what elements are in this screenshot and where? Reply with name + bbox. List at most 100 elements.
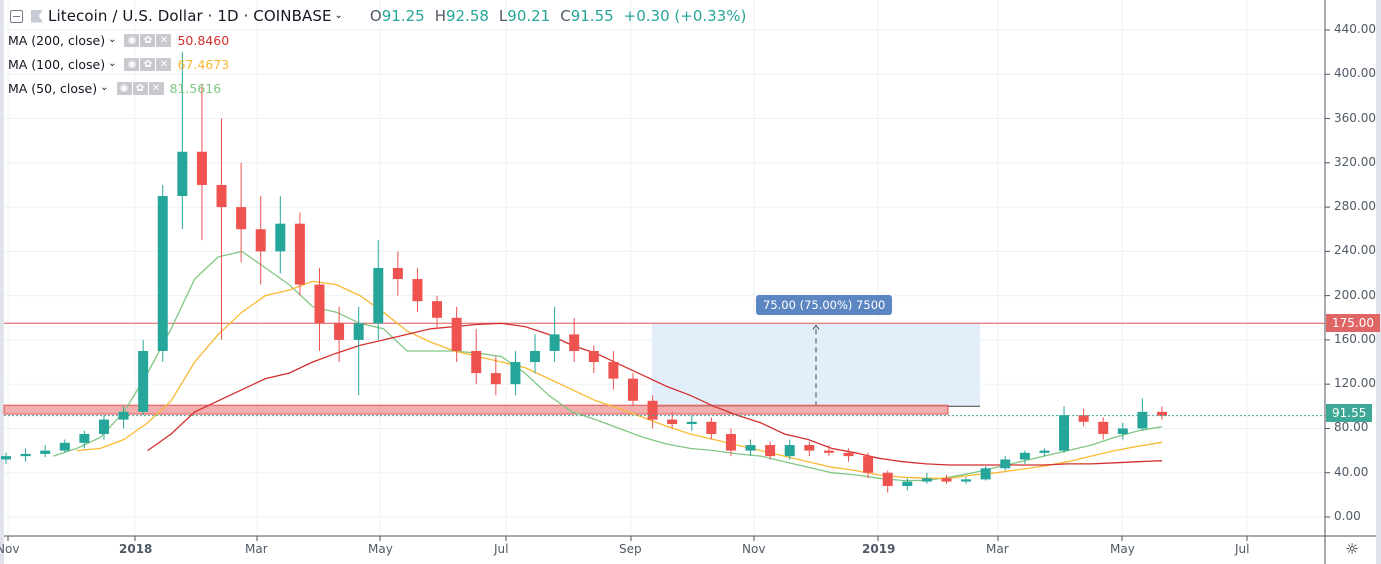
candle-body bbox=[334, 323, 345, 340]
candle-body bbox=[412, 279, 423, 302]
candle-body bbox=[1137, 411, 1148, 429]
price-axis-label: 200.00 bbox=[1334, 287, 1376, 302]
moving-average-line bbox=[76, 280, 1163, 479]
candle-body bbox=[804, 445, 815, 451]
eye-icon[interactable]: ◉ bbox=[116, 81, 132, 95]
candle-body bbox=[569, 334, 580, 351]
candle-body bbox=[686, 421, 697, 425]
price-axis-label: 80.00 bbox=[1334, 420, 1369, 435]
candle-body bbox=[843, 452, 854, 457]
close-key: C bbox=[560, 7, 571, 25]
indicator-label[interactable]: MA (50, close) bbox=[8, 80, 98, 96]
low-key: L bbox=[498, 7, 508, 25]
right-panel-border bbox=[1376, 0, 1381, 564]
candle-body bbox=[627, 378, 638, 401]
chevron-down-icon[interactable]: ⌄ bbox=[100, 81, 109, 93]
time-axis-label: 2018 bbox=[119, 542, 153, 556]
candle-body bbox=[1, 456, 11, 460]
candle-body bbox=[20, 453, 31, 457]
candle-body bbox=[59, 442, 70, 451]
candle-body bbox=[177, 151, 188, 197]
indicator-ma50: MA (50, close) ⌄ ◉ ✿ ✕ 81.5616 bbox=[8, 76, 746, 100]
close-icon[interactable]: ✕ bbox=[156, 57, 172, 71]
support-zone bbox=[3, 404, 949, 415]
indicator-value: 67.4673 bbox=[177, 56, 230, 72]
indicator-label[interactable]: MA (200, close) bbox=[8, 32, 106, 48]
last-price-tag: 91.55 bbox=[1326, 404, 1373, 422]
price-axis-label: 320.00 bbox=[1334, 154, 1376, 169]
indicator-label[interactable]: MA (100, close) bbox=[8, 56, 106, 72]
candle-body bbox=[196, 151, 207, 185]
time-axis-label: Mar bbox=[986, 542, 1009, 556]
candle-body bbox=[373, 267, 384, 324]
collapse-legend-icon[interactable] bbox=[10, 9, 23, 23]
candle-body bbox=[255, 229, 266, 252]
candle-body bbox=[275, 223, 286, 252]
chart-settings-gear-icon[interactable]: ☼ bbox=[1345, 540, 1359, 558]
candle-body bbox=[980, 468, 991, 480]
chevron-down-icon[interactable]: ⌄ bbox=[334, 9, 343, 21]
candle-body bbox=[902, 481, 913, 487]
candle-body bbox=[549, 334, 560, 351]
candle-body bbox=[432, 301, 443, 318]
chevron-down-icon[interactable]: ⌄ bbox=[108, 57, 117, 69]
candle-body bbox=[725, 433, 736, 451]
gear-icon[interactable]: ✿ bbox=[132, 81, 148, 95]
high-value: 92.58 bbox=[445, 7, 489, 25]
candle-body bbox=[510, 362, 521, 385]
candle-body bbox=[490, 373, 501, 385]
time-axis-label: 2019 bbox=[862, 542, 896, 556]
gear-icon[interactable]: ✿ bbox=[140, 33, 156, 47]
candle-body bbox=[608, 362, 619, 379]
close-icon[interactable]: ✕ bbox=[156, 33, 172, 47]
low-value: 90.21 bbox=[507, 7, 551, 25]
candle-body bbox=[236, 207, 247, 230]
symbol-title[interactable]: Litecoin / U.S. Dollar · 1D · COINBASE bbox=[48, 7, 332, 25]
close-value: 91.55 bbox=[570, 7, 614, 25]
candle-body bbox=[216, 184, 227, 208]
time-axis-label: May bbox=[1110, 542, 1135, 556]
candle-body bbox=[765, 445, 776, 457]
price-axis-label: 240.00 bbox=[1334, 243, 1376, 258]
chevron-down-icon[interactable]: ⌄ bbox=[108, 33, 117, 45]
time-axis-label: Jul bbox=[494, 542, 509, 556]
time-axis-label: Nov bbox=[0, 542, 20, 556]
gear-icon[interactable]: ✿ bbox=[140, 57, 156, 71]
candle-body bbox=[98, 419, 109, 434]
candle-body bbox=[79, 433, 90, 443]
candle-body bbox=[353, 323, 364, 340]
candle-body bbox=[784, 445, 795, 457]
indicator-value: 81.5616 bbox=[169, 80, 222, 96]
candle-body bbox=[667, 419, 678, 425]
open-value: 91.25 bbox=[381, 7, 425, 25]
price-change: +0.30 (+0.33%) bbox=[623, 7, 747, 25]
price-axis-label: 440.00 bbox=[1334, 22, 1376, 36]
price-axis-label: 40.00 bbox=[1334, 464, 1369, 479]
symbol-row: Litecoin / U.S. Dollar · 1D · COINBASE ⌄… bbox=[8, 4, 746, 28]
ohlc-values: O 91.25 H 92.58 L 90.21 C 91.55 +0.30 (+0.33… bbox=[370, 7, 746, 25]
arrow-up-icon bbox=[812, 324, 820, 330]
close-icon[interactable]: ✕ bbox=[148, 81, 164, 95]
eye-icon[interactable]: ◉ bbox=[124, 33, 140, 47]
symbol-flag-icon bbox=[31, 9, 43, 23]
candle-body bbox=[588, 350, 599, 363]
candle-body bbox=[294, 223, 305, 285]
candle-body bbox=[138, 350, 149, 412]
candle-body bbox=[1117, 428, 1128, 434]
eye-icon[interactable]: ◉ bbox=[124, 57, 140, 71]
price-axis-label: 280.00 bbox=[1334, 199, 1376, 214]
moving-average-line bbox=[147, 322, 1163, 466]
price-range-label[interactable]: 75.00 (75.00%) 7500 bbox=[756, 295, 893, 315]
candle-body bbox=[921, 478, 932, 482]
candle-body bbox=[1157, 411, 1167, 416]
time-axis-label: Jul bbox=[1235, 542, 1250, 556]
candle-body bbox=[882, 472, 893, 487]
price-axis-label: 360.00 bbox=[1334, 110, 1376, 125]
left-panel-border bbox=[0, 0, 4, 564]
candle-body bbox=[1078, 415, 1089, 422]
candle-body bbox=[863, 456, 874, 473]
candle-body bbox=[1098, 421, 1109, 434]
time-axis-label: Sep bbox=[619, 542, 642, 556]
time-axis-label: Mar bbox=[245, 542, 268, 556]
